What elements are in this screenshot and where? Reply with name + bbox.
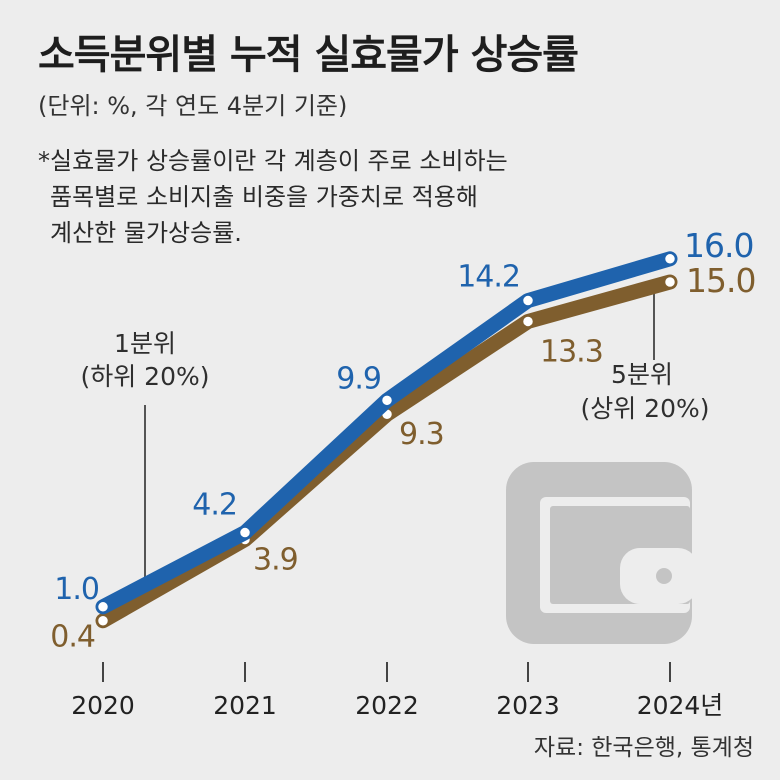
- data-label-q1: 16.0: [684, 226, 753, 265]
- x-tick-label: 2020: [71, 691, 135, 720]
- q5-annotation-line1: 5분위: [611, 360, 673, 389]
- unit-note: (단위: %, 각 연도 4분기 기준): [38, 92, 348, 120]
- data-point-q1: [663, 252, 677, 266]
- x-tick-label: 2021: [213, 691, 277, 720]
- chart-title: 소득분위별 누적 실효물가 상승률: [38, 32, 579, 78]
- data-label-q1: 4.2: [192, 488, 237, 523]
- note-line-3: 계산한 물가상승률.: [50, 219, 242, 247]
- x-tick-label: 2023: [496, 691, 560, 720]
- data-point-q1: [238, 526, 252, 539]
- x-axis-ticks: 2020 2021 2022 2023 2024년: [71, 662, 723, 720]
- data-point-q5: [96, 614, 110, 627]
- data-point-q5: [521, 315, 535, 328]
- q5-annotation-line2: (상위 20%): [580, 394, 709, 423]
- x-tick-label: 2022: [355, 691, 419, 720]
- data-point-q1: [96, 600, 110, 614]
- data-point-q1: [380, 394, 394, 407]
- note-line-1: *실효물가 상승률이란 각 계층이 주로 소비하는: [38, 147, 508, 175]
- data-label-q1: 14.2: [457, 260, 520, 295]
- series-layer: 1.0 4.2 9.9 14.2 16.0 0.4 3.9 9.3 13.3 15.0: [50, 226, 756, 655]
- data-label-q5: 9.3: [399, 417, 444, 452]
- x-tick-label: 2024년: [637, 691, 724, 720]
- data-point-q1: [521, 294, 535, 307]
- data-label-q5: 3.9: [253, 543, 298, 578]
- data-label-q1: 1.0: [54, 572, 99, 607]
- wallet-icon: [506, 462, 698, 644]
- q1-annotation-line2: (하위 20%): [80, 362, 209, 391]
- data-label-q5: 0.4: [50, 620, 95, 655]
- data-label-q5: 15.0: [686, 261, 755, 300]
- data-label-q1: 9.9: [336, 361, 381, 396]
- data-label-q5: 13.3: [540, 334, 603, 369]
- note-line-2: 품목별로 소비지출 비중을 가중치로 적용해: [50, 183, 478, 211]
- source-note: 자료: 한국은행, 통계청: [533, 735, 754, 761]
- definition-note: *실효물가 상승률이란 각 계층이 주로 소비하는 품목별로 소비지출 비중을 …: [38, 143, 508, 251]
- data-point-q5: [663, 275, 677, 289]
- q1-annotation-line1: 1분위: [114, 329, 176, 358]
